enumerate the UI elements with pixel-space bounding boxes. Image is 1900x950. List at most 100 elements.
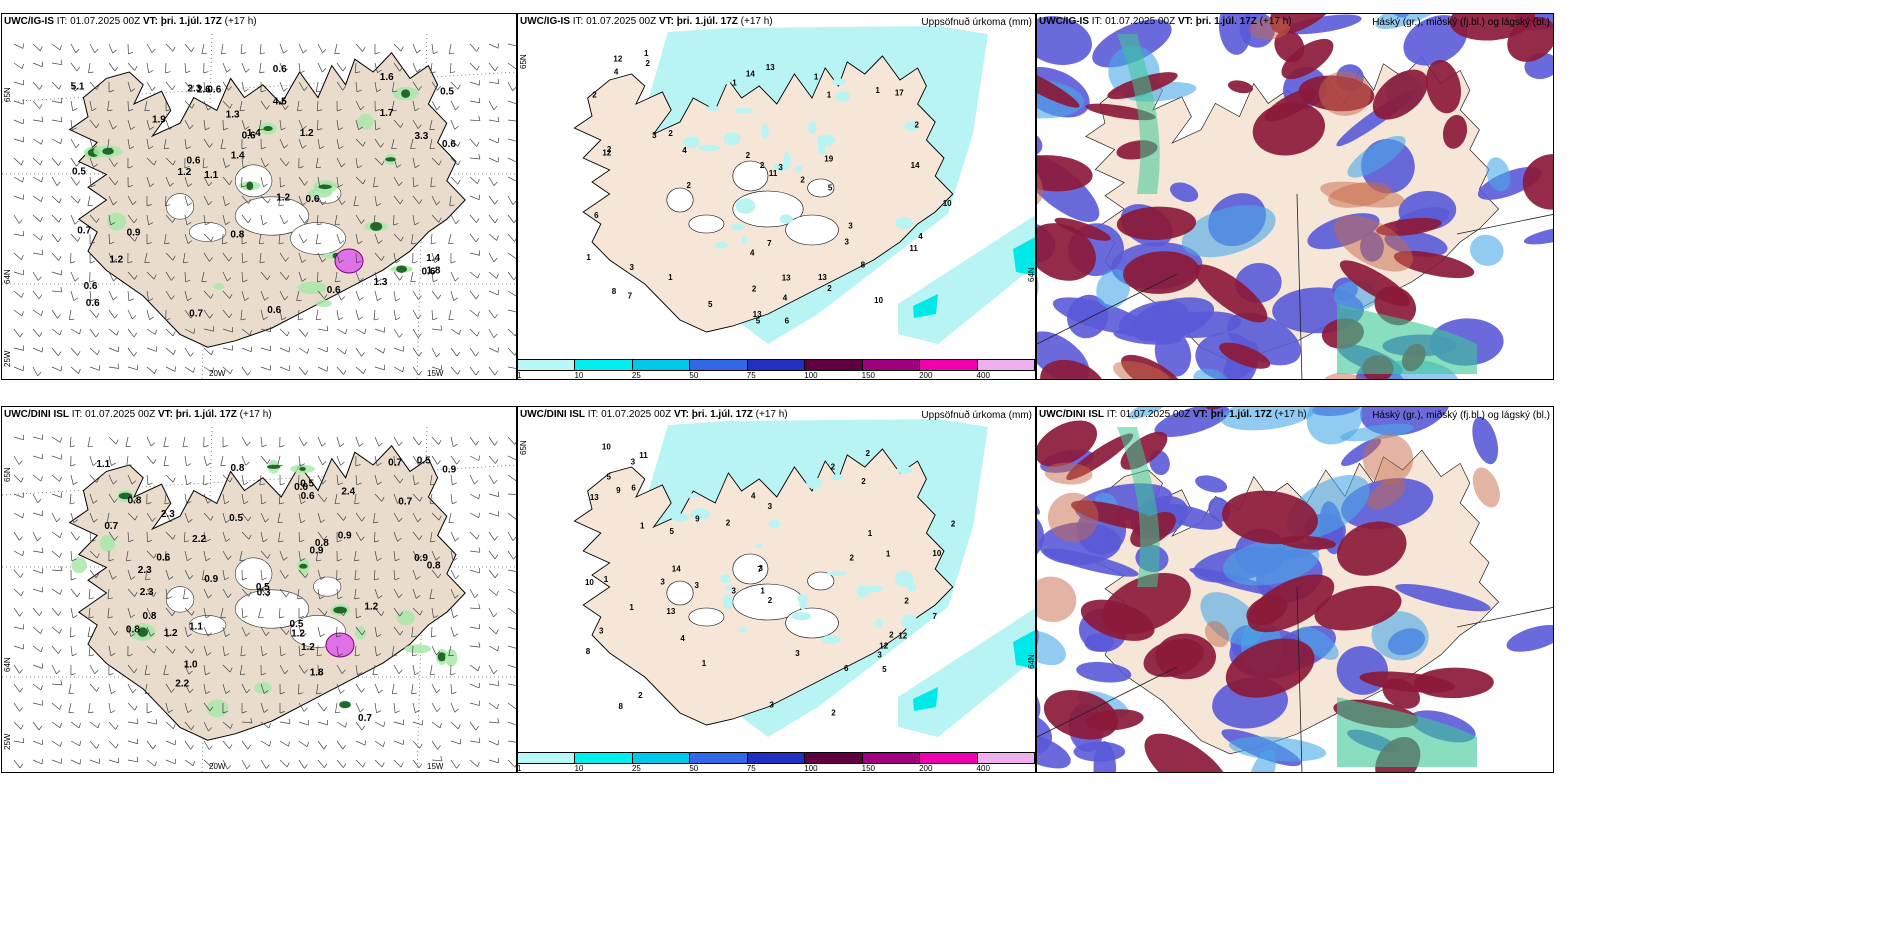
wind-barb bbox=[51, 195, 60, 204]
wind-barb-flag bbox=[457, 724, 461, 729]
wind-barb bbox=[355, 271, 360, 282]
wind-barb bbox=[222, 81, 229, 91]
wind-barb bbox=[279, 62, 285, 73]
precip-value: 1.9 bbox=[152, 114, 166, 125]
wind-barb bbox=[146, 347, 157, 352]
wind-barb-flag bbox=[341, 200, 346, 205]
wind-barb-flag bbox=[225, 538, 231, 542]
cloud-blob bbox=[1123, 251, 1200, 294]
precip-value: 0.9 bbox=[442, 464, 456, 475]
wind-barb bbox=[258, 119, 262, 130]
cloud-blob bbox=[1442, 114, 1468, 149]
wind-barb bbox=[51, 252, 59, 261]
wind-barb bbox=[469, 626, 480, 630]
cloud-blob bbox=[1522, 153, 1553, 210]
wind-barb bbox=[108, 436, 117, 445]
wind-barb bbox=[488, 119, 499, 123]
wind-barb-flag bbox=[497, 43, 499, 49]
precip-patch bbox=[315, 299, 332, 308]
wind-barb-flag bbox=[220, 147, 226, 150]
wind-barb-flag bbox=[316, 166, 322, 169]
wind-barb-flag bbox=[476, 218, 480, 223]
precip-panel-top[interactable]: 2 2 3 2 2 3 2 1 2 12 13 17 13 2 2 2 1 1 1 1 2 1 4 5 3 4 8 4 3 6 2 4 3 7 5 4… bbox=[517, 13, 1036, 380]
wind-barb bbox=[372, 664, 376, 675]
wind-barb-flag bbox=[321, 258, 327, 263]
precip-spot bbox=[866, 585, 884, 593]
accum-value: 1 bbox=[702, 659, 707, 668]
wind-barb-flag bbox=[305, 370, 309, 375]
wind-barb-flag bbox=[440, 755, 443, 761]
precip-value: 0.6 bbox=[84, 281, 98, 292]
wind-barb bbox=[13, 759, 21, 769]
wind-barb-flag bbox=[201, 280, 207, 283]
accum-value: 1 bbox=[827, 91, 832, 100]
wind-panel-top[interactable]: 0.5 0.6 0.8 1.2 0.6 1.1 0.5 0.6 1.4 0.6 0.9 0.6 0.6 0… bbox=[1, 13, 517, 380]
cloud-panel-top[interactable]: UWC/IG-IS IT: 01.07.2025 00Z VT: þri. 1.… bbox=[1036, 13, 1554, 380]
wind-barb bbox=[488, 100, 495, 110]
wind-barb bbox=[393, 550, 396, 561]
wind-barb bbox=[298, 81, 305, 91]
wind-barb bbox=[393, 455, 396, 466]
wind-barb bbox=[184, 702, 189, 713]
wind-barb-flag bbox=[207, 106, 212, 111]
precip-value: 0.6 bbox=[273, 64, 287, 75]
wind-barb-flag bbox=[355, 71, 361, 74]
wind-barb bbox=[410, 271, 414, 282]
wind-barb bbox=[108, 309, 115, 319]
wind-barb-flag bbox=[323, 497, 328, 503]
wind-barb-flag bbox=[227, 593, 232, 598]
wind-barb bbox=[488, 607, 494, 618]
wind-barb bbox=[507, 721, 516, 726]
glacier bbox=[165, 193, 195, 220]
precip-value: 0.9 bbox=[414, 553, 428, 564]
cloud-blob bbox=[1044, 462, 1093, 485]
it-label: IT: bbox=[1091, 16, 1103, 27]
wind-barb-flag bbox=[70, 673, 76, 676]
wind-barb bbox=[448, 512, 452, 523]
wind-barb-flag bbox=[512, 200, 516, 205]
accum-value: 5 bbox=[670, 527, 675, 536]
precip-value: 1.2 bbox=[300, 128, 314, 139]
cloud-title: Háský (gr.), miðský (fj.bl.) og lágský (… bbox=[1372, 17, 1550, 28]
wind-barb bbox=[70, 195, 79, 204]
wind-barb bbox=[260, 157, 266, 168]
accum-value: 1 bbox=[886, 550, 891, 559]
wind-barb bbox=[70, 512, 75, 523]
wind-barb bbox=[68, 309, 72, 320]
wind-barb-flag bbox=[246, 441, 251, 446]
wind-barb-flag bbox=[95, 123, 100, 129]
wind-barb-flag bbox=[210, 236, 214, 242]
wind-barb bbox=[354, 62, 357, 73]
wind-barb-flag bbox=[322, 480, 327, 485]
glacier bbox=[688, 607, 725, 627]
precip-panel-bottom[interactable]: 2 2 3 2 2 2 8 2 5 3 4 12 11 3 13 3 4 5 3 1 1 2 1 1 1 3 5 3 1 6 2 3 2 1 12 7… bbox=[517, 406, 1036, 773]
wind-barb-flag bbox=[392, 654, 398, 657]
wind-barb-flag bbox=[153, 274, 157, 280]
wind-panel-bottom[interactable]: 1.2 0.5 0.7 0.6 0.9 0.5 0.8 0.8 0.7 0.5 0.8 0.9 0.6 0… bbox=[1, 406, 517, 773]
wind-barb bbox=[469, 531, 478, 540]
wind-barb bbox=[412, 309, 419, 319]
cloud-panel-bottom[interactable]: UWC/DINI ISL IT: 01.07.2025 00Z VT: þri.… bbox=[1036, 406, 1554, 773]
wind-barb-flag bbox=[418, 199, 423, 204]
wind-barb bbox=[374, 550, 378, 561]
wind-barb bbox=[278, 233, 281, 244]
wind-barb bbox=[165, 607, 173, 617]
wind-barb-flag bbox=[297, 597, 303, 600]
wind-barb bbox=[469, 347, 476, 357]
wind-barb bbox=[127, 347, 135, 357]
wind-barb bbox=[488, 436, 495, 446]
wind-barb-flag bbox=[430, 185, 436, 188]
graticule bbox=[1037, 666, 1178, 738]
wind-barb bbox=[89, 493, 94, 504]
wind-barb-flag bbox=[339, 240, 345, 244]
wind-barb bbox=[317, 62, 323, 73]
heavy-precip bbox=[325, 632, 355, 658]
wind-barb-flag bbox=[417, 314, 422, 320]
wind-barb bbox=[32, 347, 43, 353]
accum-value: 6 bbox=[785, 316, 790, 325]
wind-barb bbox=[165, 645, 174, 654]
legend-tick: 400 bbox=[976, 764, 990, 773]
cloud-blob bbox=[1037, 576, 1077, 623]
cloud-blob bbox=[1225, 638, 1315, 698]
wind-barb bbox=[279, 119, 282, 130]
